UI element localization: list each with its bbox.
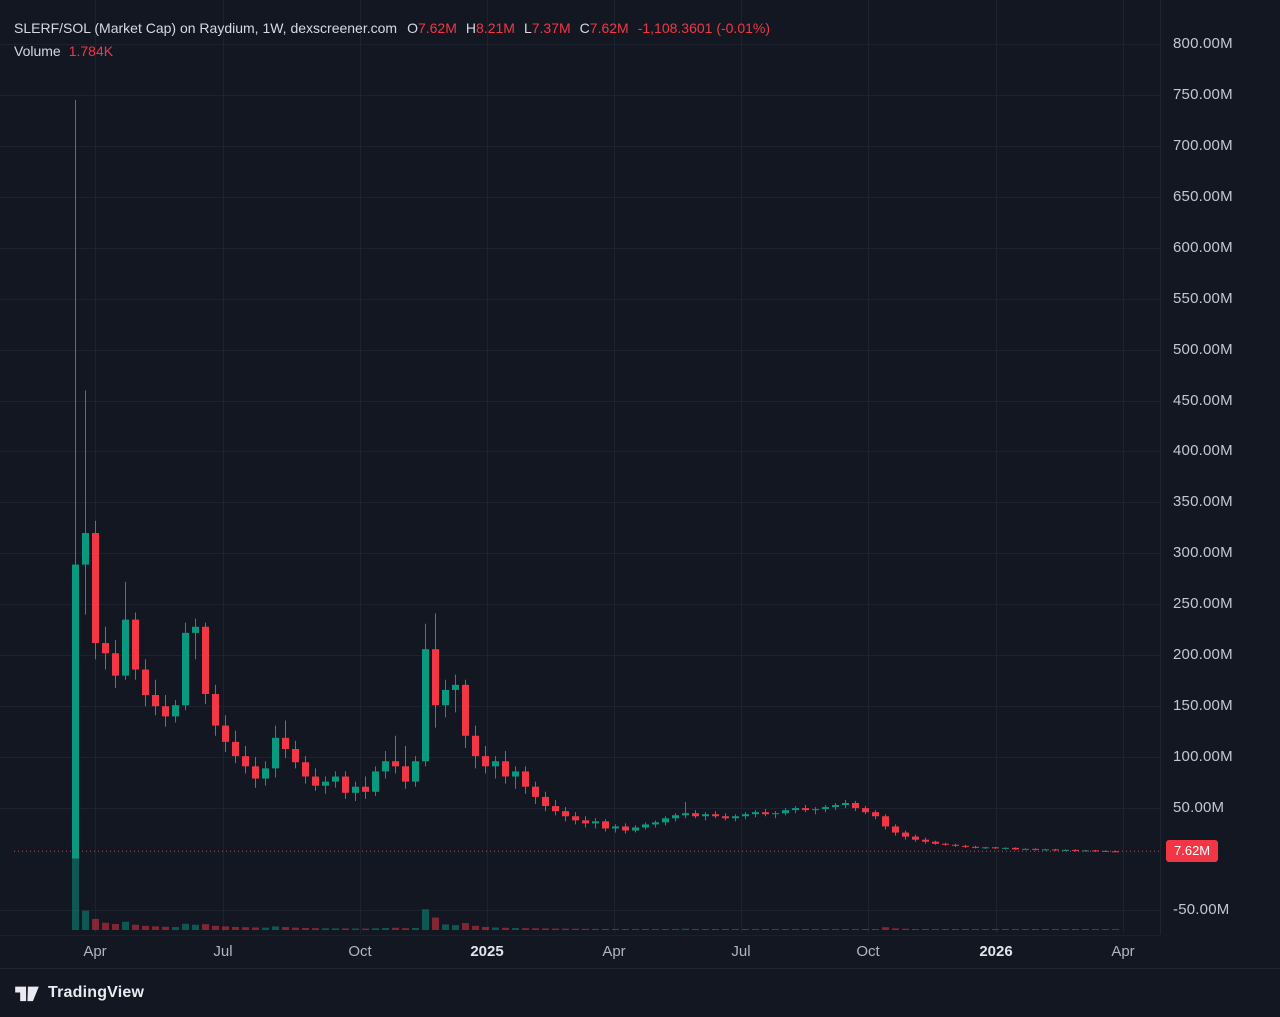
symbol-row: SLERF/SOL (Market Cap) on Raydium, 1W, d… <box>14 16 770 39</box>
price-tick-label: 650.00M <box>1173 188 1233 205</box>
time-axis[interactable]: Apr Jul Oct 2025 Apr Jul Oct 2026 Apr <box>0 935 1160 968</box>
time-tick-label: Jul <box>731 943 751 960</box>
price-tick-label: 600.00M <box>1173 239 1233 256</box>
ohlc-low: L7.37M <box>524 20 571 36</box>
chart-canvas[interactable] <box>0 0 1160 935</box>
price-tick-label: 100.00M <box>1173 748 1233 765</box>
volume-label[interactable]: Volume <box>14 42 61 59</box>
time-tick-label: 2025 <box>470 943 504 960</box>
price-tick-label: 200.00M <box>1173 646 1233 663</box>
open-label: O <box>407 19 418 36</box>
time-tick-label: Apr <box>1111 943 1135 960</box>
price-tick-label: 500.00M <box>1173 341 1233 358</box>
high-label: H <box>465 19 477 36</box>
change-value: -1,108.3601 (-0.01%) <box>637 19 771 36</box>
low-value: 7.37M <box>531 19 571 36</box>
price-tick-label: 750.00M <box>1173 86 1233 103</box>
tradingview-logo-icon[interactable] <box>14 983 40 1003</box>
ohlc-close: C7.62M <box>580 20 629 36</box>
ohlc-open: O7.62M <box>407 20 457 36</box>
price-tick-label: 350.00M <box>1173 493 1233 510</box>
low-label: L <box>523 19 532 36</box>
time-tick-label: Apr <box>602 943 626 960</box>
price-tick-label: 50.00M <box>1173 799 1225 816</box>
footer-bar: TradingView <box>0 968 1280 1017</box>
time-tick-label: Jul <box>213 943 233 960</box>
symbol-title[interactable]: SLERF/SOL (Market Cap) on Raydium, 1W, d… <box>14 19 398 36</box>
price-axis[interactable]: 7.62M 800.00M 750.00M 700.00M 650.00M 600.00… <box>1160 0 1280 935</box>
price-tick-label: 550.00M <box>1173 290 1233 307</box>
time-tick-label: Oct <box>856 943 880 960</box>
volume-value: 1.784K <box>68 42 114 59</box>
open-value: 7.62M <box>417 19 457 36</box>
price-tick-label: 150.00M <box>1173 697 1233 714</box>
price-tick-label: 450.00M <box>1173 392 1233 409</box>
price-tick-label: 800.00M <box>1173 35 1233 52</box>
chart-legend: SLERF/SOL (Market Cap) on Raydium, 1W, d… <box>14 16 770 62</box>
last-price-badge: 7.62M <box>1166 840 1219 863</box>
time-tick-label: Apr <box>83 943 107 960</box>
volume-row: Volume 1.784K <box>14 39 770 62</box>
high-value: 8.21M <box>476 19 515 36</box>
close-label: C <box>579 19 590 36</box>
price-tick-label: 700.00M <box>1173 137 1233 154</box>
price-tick-label: 400.00M <box>1173 442 1233 459</box>
tradingview-brand-text[interactable]: TradingView <box>48 984 145 1001</box>
price-tick-label: 250.00M <box>1173 595 1233 612</box>
time-tick-label: 2026 <box>979 943 1013 960</box>
price-tick-label: 300.00M <box>1173 544 1233 561</box>
close-value: 7.62M <box>589 19 629 36</box>
ohlc-high: H8.21M <box>466 20 515 36</box>
time-tick-label: Oct <box>348 943 372 960</box>
price-tick-label: -50.00M <box>1173 901 1230 918</box>
